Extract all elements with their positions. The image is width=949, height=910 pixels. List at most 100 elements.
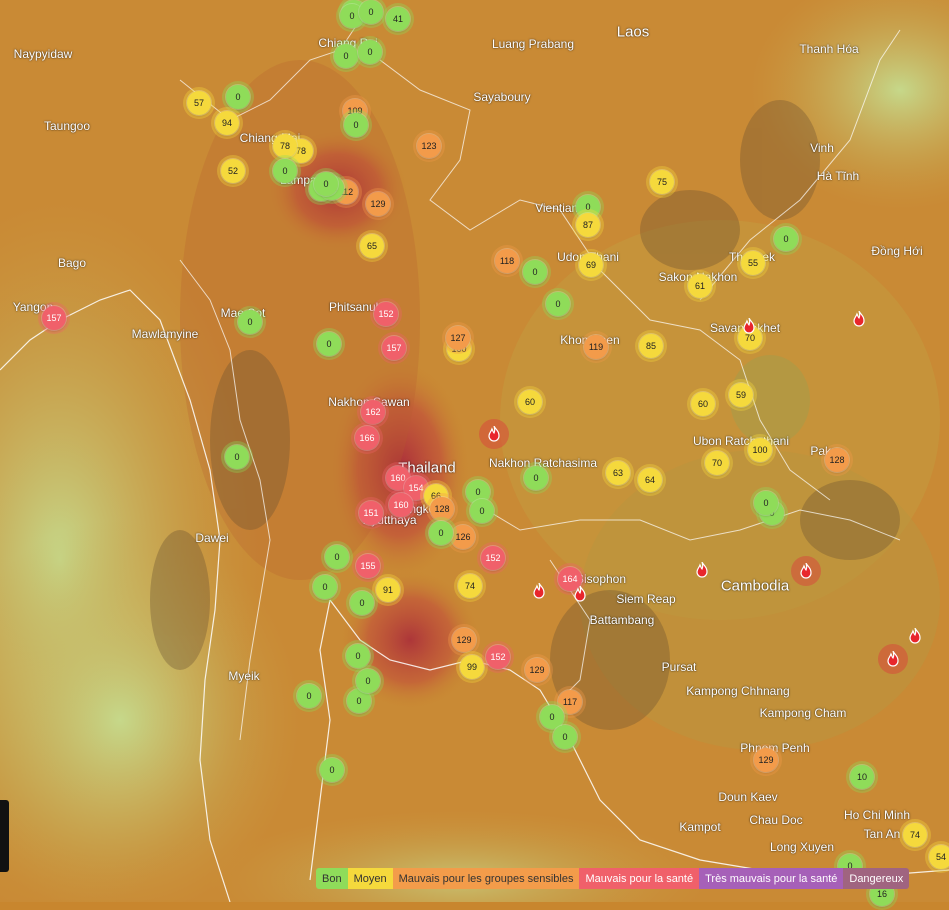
city-label: Battambang <box>589 613 655 627</box>
legend-item: Moyen <box>347 868 393 889</box>
aqi-marker[interactable]: 0 <box>346 587 378 619</box>
aqi-marker[interactable]: 129 <box>521 654 553 686</box>
aqi-marker[interactable]: 0 <box>321 541 353 573</box>
aqi-marker[interactable]: 91 <box>372 574 404 606</box>
aqi-marker[interactable]: 160 <box>385 489 417 521</box>
aqi-marker[interactable]: 127 <box>442 322 474 354</box>
fire-icon[interactable] <box>908 627 926 646</box>
aqi-marker[interactable]: 152 <box>477 542 509 574</box>
aqi-marker[interactable]: 69 <box>575 249 607 281</box>
city-label: Bago <box>57 256 87 270</box>
aqi-marker[interactable]: 0 <box>313 328 345 360</box>
city-label: Hà Tĩnh <box>816 169 860 183</box>
aqi-marker[interactable]: 52 <box>217 155 249 187</box>
aqi-marker[interactable]: 162 <box>357 396 389 428</box>
fire-icon[interactable] <box>479 419 509 449</box>
fire-icon[interactable] <box>695 561 713 580</box>
aqi-marker[interactable]: 54 <box>925 841 949 873</box>
aqi-marker[interactable]: 87 <box>572 209 604 241</box>
aqi-marker[interactable]: 0 <box>340 109 372 141</box>
aqi-marker[interactable]: 157 <box>378 332 410 364</box>
aqi-marker[interactable]: 0 <box>549 721 581 753</box>
aqi-marker[interactable]: 0 <box>770 223 802 255</box>
aqi-marker[interactable]: 60 <box>687 388 719 420</box>
aqi-marker[interactable]: 64 <box>634 464 666 496</box>
fire-icon[interactable] <box>878 644 908 674</box>
aqi-marker[interactable]: 0 <box>466 495 498 527</box>
city-label: Long Xuyen <box>769 840 835 854</box>
side-panel-handle[interactable] <box>0 800 9 872</box>
aqi-marker[interactable]: 63 <box>602 457 634 489</box>
fire-icon[interactable] <box>573 585 591 604</box>
aqi-marker[interactable]: 0 <box>222 81 254 113</box>
aqi-marker[interactable]: 74 <box>454 570 486 602</box>
aqi-marker[interactable]: 155 <box>352 550 384 582</box>
aqi-marker[interactable]: 0 <box>542 288 574 320</box>
aqi-marker[interactable]: 164 <box>554 563 586 595</box>
aqi-marker[interactable]: 166 <box>351 422 383 454</box>
aqi-marker[interactable]: 70 <box>701 447 733 479</box>
aqi-marker[interactable]: 10 <box>846 761 878 793</box>
aqi-marker[interactable]: 0 <box>425 517 457 549</box>
aqi-marker[interactable]: 123 <box>413 130 445 162</box>
aqi-marker[interactable]: 129 <box>448 624 480 656</box>
city-label: Naypyidaw <box>13 47 73 61</box>
aqi-marker[interactable]: 0 <box>352 665 384 697</box>
aqi-marker[interactable]: 59 <box>725 379 757 411</box>
aqi-marker[interactable]: 57 <box>183 87 215 119</box>
aqi-marker[interactable]: 157 <box>38 302 70 334</box>
aqi-marker[interactable]: 100 <box>744 434 776 466</box>
aqi-marker[interactable]: 75 <box>646 166 678 198</box>
aqi-marker[interactable]: 128 <box>821 444 853 476</box>
aqi-marker[interactable]: 0 <box>234 306 266 338</box>
aqi-marker[interactable]: 0 <box>354 36 386 68</box>
fire-icon[interactable] <box>742 317 760 336</box>
aqi-marker[interactable]: 0 <box>355 0 387 28</box>
aqi-marker[interactable]: 94 <box>211 107 243 139</box>
city-label: Ho Chi Minh <box>843 808 911 822</box>
aqi-legend: Bon Moyen Mauvais pour les groupes sensibl… <box>316 868 910 889</box>
aqi-marker[interactable]: 85 <box>635 330 667 362</box>
aqi-marker[interactable]: 41 <box>382 3 414 35</box>
aqi-marker[interactable]: 151 <box>355 497 387 529</box>
aqi-marker[interactable]: 152 <box>482 641 514 673</box>
aqi-marker[interactable]: 0 <box>309 571 341 603</box>
legend-item: Mauvais pour la santé <box>579 868 700 889</box>
aqi-marker[interactable]: 0 <box>519 256 551 288</box>
aqi-marker[interactable]: 0 <box>316 754 348 786</box>
aqi-marker[interactable]: 0 <box>293 680 325 712</box>
city-label: Dawei <box>195 531 229 545</box>
city-label: Doun Kaev <box>718 790 778 804</box>
city-label: Đồng Hới <box>871 244 923 258</box>
legend-item: Bon <box>316 868 348 889</box>
aqi-marker[interactable]: 74 <box>899 819 931 851</box>
fire-icon[interactable] <box>791 556 821 586</box>
aqi-marker[interactable]: 61 <box>684 270 716 302</box>
country-label-laos: Laos <box>616 23 650 41</box>
city-label: Siem Reap <box>616 592 676 606</box>
aqi-marker[interactable]: 118 <box>491 245 523 277</box>
fire-icon[interactable] <box>532 582 550 601</box>
city-label: Tan An <box>863 827 901 841</box>
aqi-marker[interactable]: 0 <box>310 168 342 200</box>
legend-item: Dangereux <box>843 868 910 889</box>
aqi-marker[interactable]: 99 <box>456 651 488 683</box>
fire-icon[interactable] <box>852 310 870 329</box>
aqi-marker[interactable]: 0 <box>750 487 782 519</box>
city-label: Kampong Cham <box>759 706 847 720</box>
aqi-marker[interactable]: 0 <box>269 155 301 187</box>
aqi-marker[interactable]: 65 <box>356 230 388 262</box>
city-label: Pursat <box>661 660 697 674</box>
aqi-marker[interactable]: 60 <box>514 386 546 418</box>
aqi-marker[interactable]: 129 <box>362 188 394 220</box>
aqi-marker[interactable]: 0 <box>520 462 552 494</box>
country-label-cambodia: Cambodia <box>720 577 790 595</box>
legend-item: Très mauvais pour la santé <box>699 868 844 889</box>
aqi-marker[interactable]: 55 <box>737 247 769 279</box>
aqi-marker[interactable]: 152 <box>370 298 402 330</box>
aqi-marker[interactable]: 70 <box>734 322 766 354</box>
aqi-marker[interactable]: 129 <box>750 744 782 776</box>
aqi-marker[interactable]: 119 <box>580 331 612 363</box>
aqi-marker[interactable]: 0 <box>221 441 253 473</box>
